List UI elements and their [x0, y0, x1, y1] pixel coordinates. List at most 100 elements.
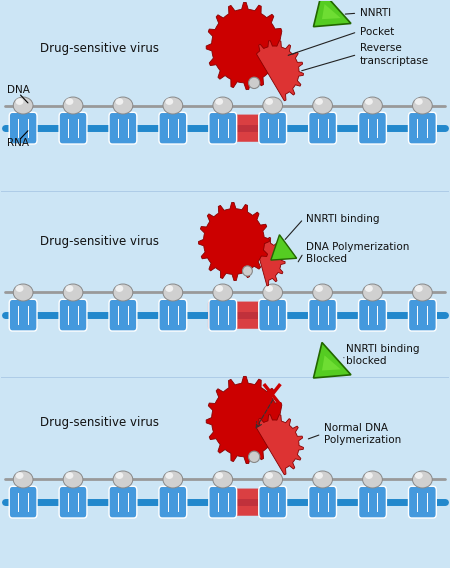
Ellipse shape	[113, 97, 133, 114]
Ellipse shape	[413, 97, 432, 114]
Ellipse shape	[115, 98, 123, 105]
Ellipse shape	[115, 285, 123, 292]
Text: NNRTI binding: NNRTI binding	[306, 214, 379, 224]
Text: Pocket: Pocket	[360, 27, 394, 37]
Text: Normal DNA
Polymerization: Normal DNA Polymerization	[324, 423, 401, 445]
Ellipse shape	[66, 472, 73, 479]
Ellipse shape	[16, 472, 23, 479]
Ellipse shape	[365, 472, 373, 479]
Polygon shape	[271, 235, 297, 260]
Text: DNA Polymerization
Blocked: DNA Polymerization Blocked	[306, 241, 409, 264]
Polygon shape	[322, 356, 341, 370]
FancyBboxPatch shape	[59, 112, 87, 144]
Ellipse shape	[263, 97, 283, 114]
Ellipse shape	[315, 285, 323, 292]
Ellipse shape	[313, 471, 333, 488]
FancyBboxPatch shape	[159, 486, 187, 518]
Ellipse shape	[263, 284, 283, 301]
Text: Reverse
transcriptase: Reverse transcriptase	[360, 43, 429, 66]
FancyBboxPatch shape	[259, 112, 287, 144]
FancyBboxPatch shape	[409, 299, 436, 331]
Ellipse shape	[63, 284, 83, 301]
FancyBboxPatch shape	[209, 112, 237, 144]
Ellipse shape	[213, 97, 233, 114]
Ellipse shape	[415, 285, 423, 292]
Ellipse shape	[365, 285, 373, 292]
FancyBboxPatch shape	[409, 112, 436, 144]
Ellipse shape	[215, 98, 223, 105]
Ellipse shape	[113, 471, 133, 488]
Polygon shape	[198, 202, 270, 281]
FancyBboxPatch shape	[209, 486, 237, 518]
Ellipse shape	[313, 284, 333, 301]
Polygon shape	[322, 4, 341, 19]
FancyBboxPatch shape	[217, 488, 283, 516]
Polygon shape	[256, 41, 303, 101]
Polygon shape	[206, 2, 282, 90]
FancyBboxPatch shape	[109, 299, 137, 331]
FancyBboxPatch shape	[109, 486, 137, 518]
FancyBboxPatch shape	[9, 299, 37, 331]
Ellipse shape	[365, 98, 373, 105]
Ellipse shape	[215, 285, 223, 292]
FancyBboxPatch shape	[59, 299, 87, 331]
Ellipse shape	[363, 97, 382, 114]
FancyBboxPatch shape	[409, 486, 436, 518]
Ellipse shape	[165, 472, 173, 479]
Ellipse shape	[165, 285, 173, 292]
Text: NNRTI: NNRTI	[360, 8, 391, 18]
FancyBboxPatch shape	[359, 486, 387, 518]
Ellipse shape	[213, 284, 233, 301]
FancyBboxPatch shape	[159, 112, 187, 144]
Ellipse shape	[63, 471, 83, 488]
FancyBboxPatch shape	[359, 112, 387, 144]
Polygon shape	[314, 0, 351, 27]
Ellipse shape	[243, 266, 252, 276]
FancyBboxPatch shape	[109, 112, 137, 144]
Polygon shape	[314, 343, 351, 378]
Ellipse shape	[363, 284, 382, 301]
Ellipse shape	[263, 471, 283, 488]
Ellipse shape	[413, 471, 432, 488]
Ellipse shape	[315, 98, 323, 105]
FancyBboxPatch shape	[209, 299, 237, 331]
Ellipse shape	[16, 98, 23, 105]
FancyBboxPatch shape	[9, 112, 37, 144]
Ellipse shape	[113, 284, 133, 301]
FancyBboxPatch shape	[359, 299, 387, 331]
Ellipse shape	[163, 97, 183, 114]
FancyBboxPatch shape	[259, 299, 287, 331]
Text: Drug-sensitive virus: Drug-sensitive virus	[40, 416, 159, 429]
Text: Drug-sensitive virus: Drug-sensitive virus	[40, 43, 159, 55]
FancyBboxPatch shape	[309, 112, 337, 144]
Ellipse shape	[16, 285, 23, 292]
Ellipse shape	[63, 97, 83, 114]
Ellipse shape	[66, 98, 73, 105]
Ellipse shape	[415, 472, 423, 479]
FancyBboxPatch shape	[217, 115, 283, 142]
Ellipse shape	[13, 471, 33, 488]
Text: Drug-sensitive virus: Drug-sensitive virus	[40, 235, 159, 248]
Text: NNRTI binding
blocked: NNRTI binding blocked	[346, 344, 419, 366]
Ellipse shape	[66, 285, 73, 292]
Ellipse shape	[315, 472, 323, 479]
Ellipse shape	[165, 98, 173, 105]
Ellipse shape	[13, 284, 33, 301]
Ellipse shape	[313, 97, 333, 114]
Ellipse shape	[415, 98, 423, 105]
Ellipse shape	[213, 471, 233, 488]
Ellipse shape	[248, 451, 260, 462]
Ellipse shape	[248, 77, 260, 89]
Polygon shape	[255, 236, 285, 286]
Ellipse shape	[265, 285, 273, 292]
Ellipse shape	[265, 472, 273, 479]
Text: RNA: RNA	[7, 139, 29, 148]
FancyBboxPatch shape	[9, 486, 37, 518]
FancyBboxPatch shape	[159, 299, 187, 331]
Text: DNA: DNA	[7, 85, 30, 95]
FancyBboxPatch shape	[309, 299, 337, 331]
Ellipse shape	[215, 472, 223, 479]
Polygon shape	[256, 415, 303, 475]
FancyBboxPatch shape	[259, 486, 287, 518]
Ellipse shape	[13, 97, 33, 114]
